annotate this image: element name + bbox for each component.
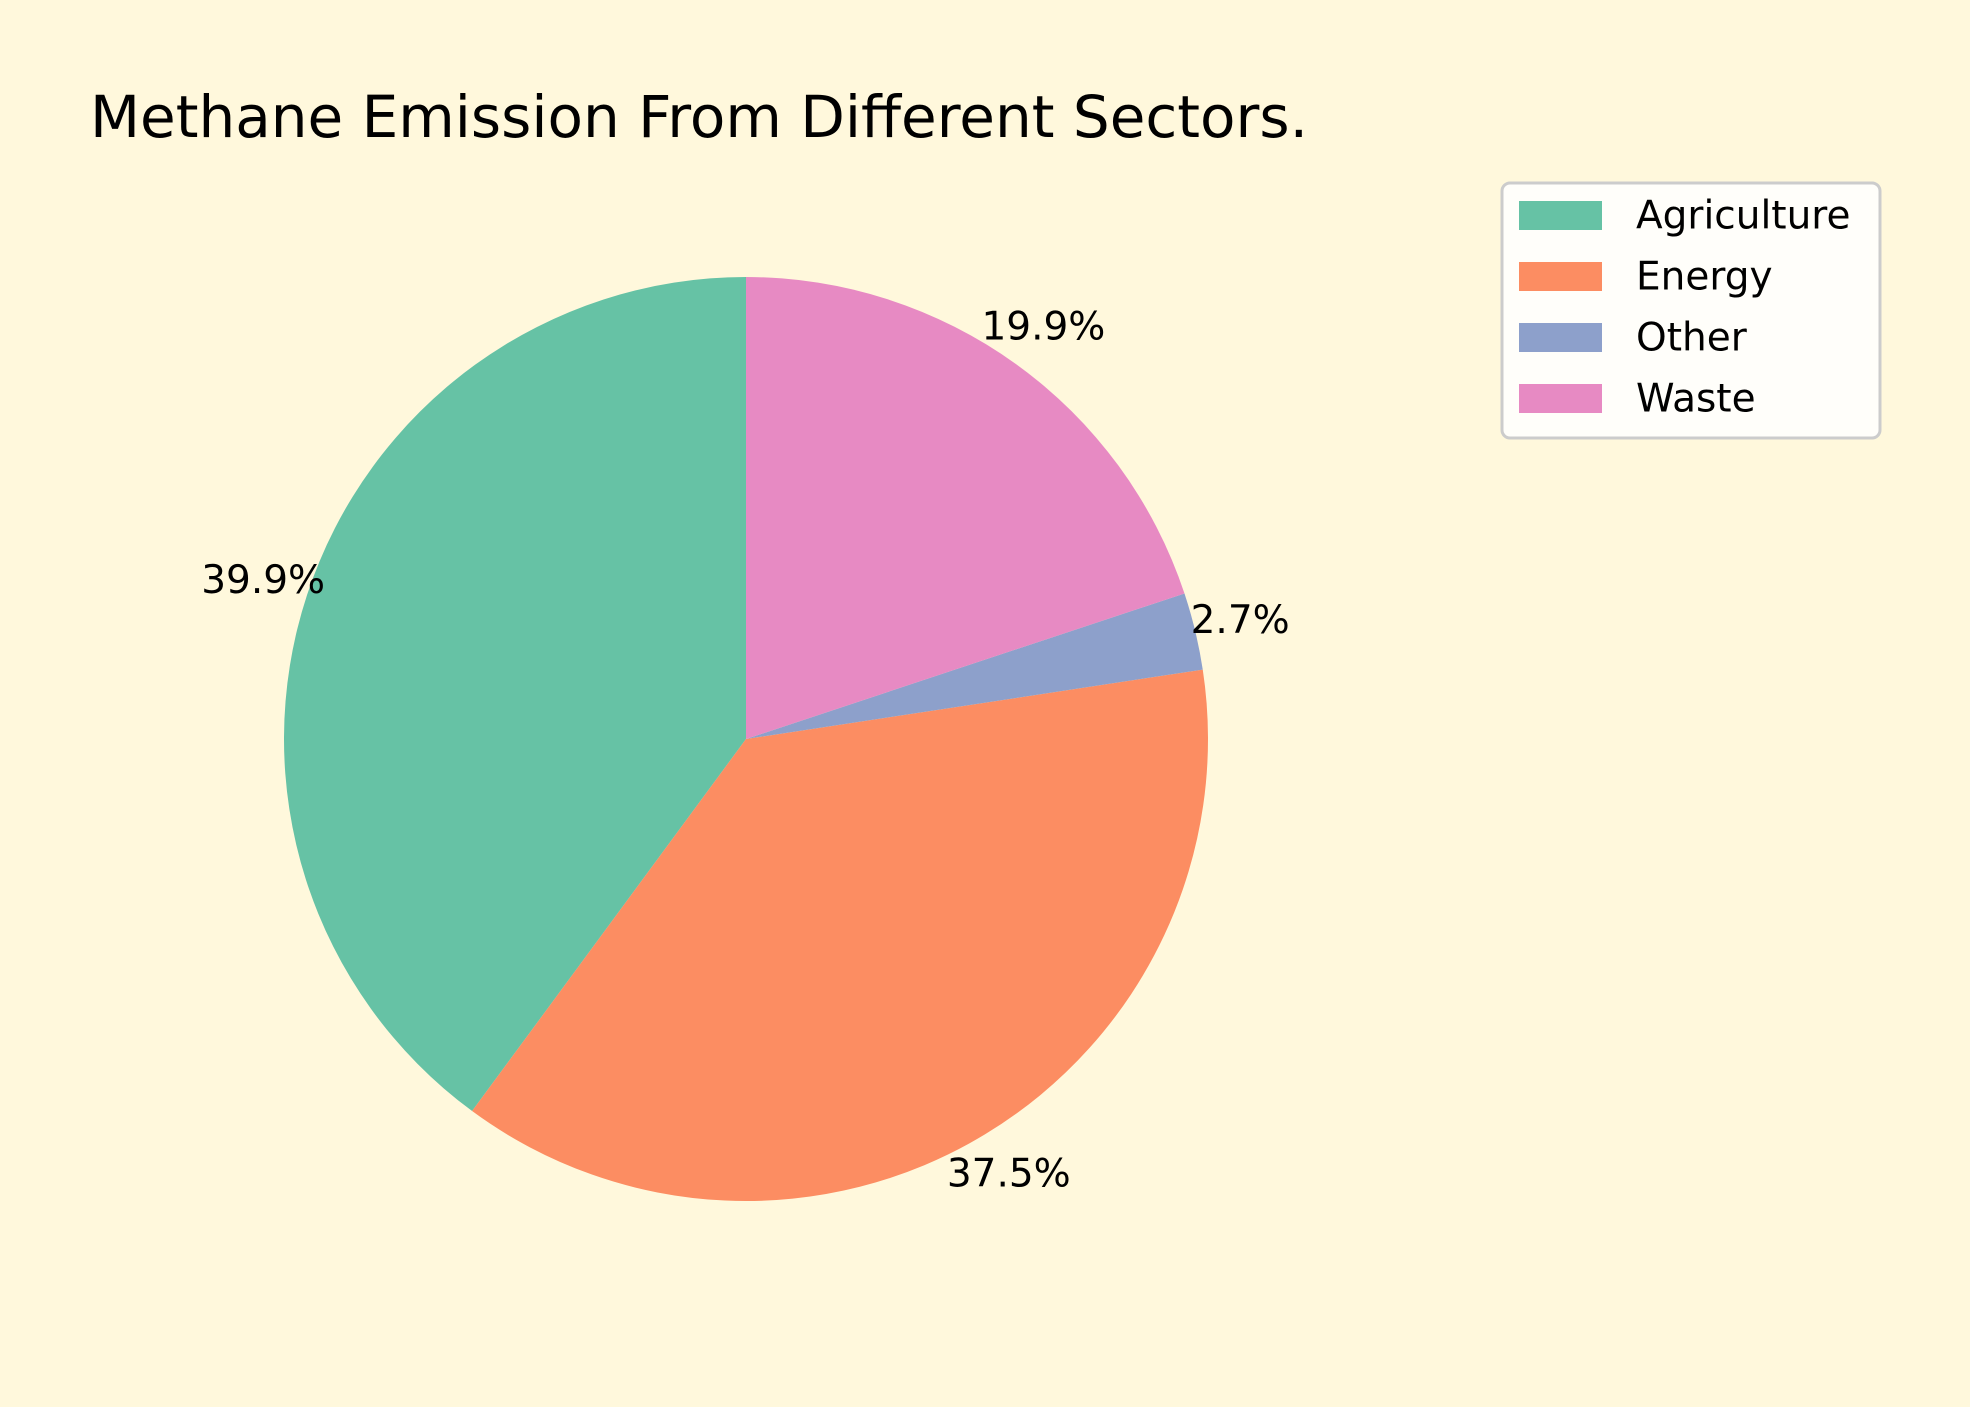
pie-slices	[284, 277, 1208, 1201]
legend-frame	[1500, 181, 1882, 440]
legend-swatch-waste	[1519, 384, 1602, 413]
percent-labels: 39.9% 37.5% 2.7% 19.9%	[201, 304, 1289, 1196]
legend-label-other: Other	[1636, 316, 1748, 361]
percent-label-waste: 19.9%	[981, 304, 1105, 349]
legend-swatch-agriculture	[1519, 201, 1602, 230]
legend-label-energy: Energy	[1636, 255, 1773, 300]
legend-swatch-energy	[1519, 262, 1602, 291]
legend-swatch-other	[1519, 323, 1602, 352]
legend: Agriculture Energy Other Waste	[1500, 181, 1882, 440]
legend-label-waste: Waste	[1636, 377, 1756, 422]
percent-label-energy: 37.5%	[947, 1151, 1071, 1196]
percent-label-other: 2.7%	[1191, 598, 1290, 643]
chart-title: Methane Emission From Different Sectors.	[90, 83, 1308, 151]
legend-label-agriculture: Agriculture	[1636, 194, 1850, 239]
slice-energy	[472, 669, 1208, 1201]
slice-waste	[746, 277, 1185, 739]
percent-label-agriculture: 39.9%	[201, 558, 325, 603]
slice-other	[746, 593, 1203, 739]
slice-agriculture	[284, 277, 746, 1112]
